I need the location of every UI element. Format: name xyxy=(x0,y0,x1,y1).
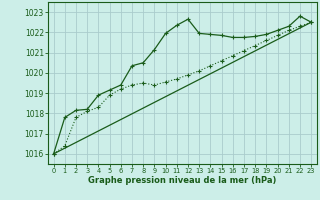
X-axis label: Graphe pression niveau de la mer (hPa): Graphe pression niveau de la mer (hPa) xyxy=(88,176,276,185)
